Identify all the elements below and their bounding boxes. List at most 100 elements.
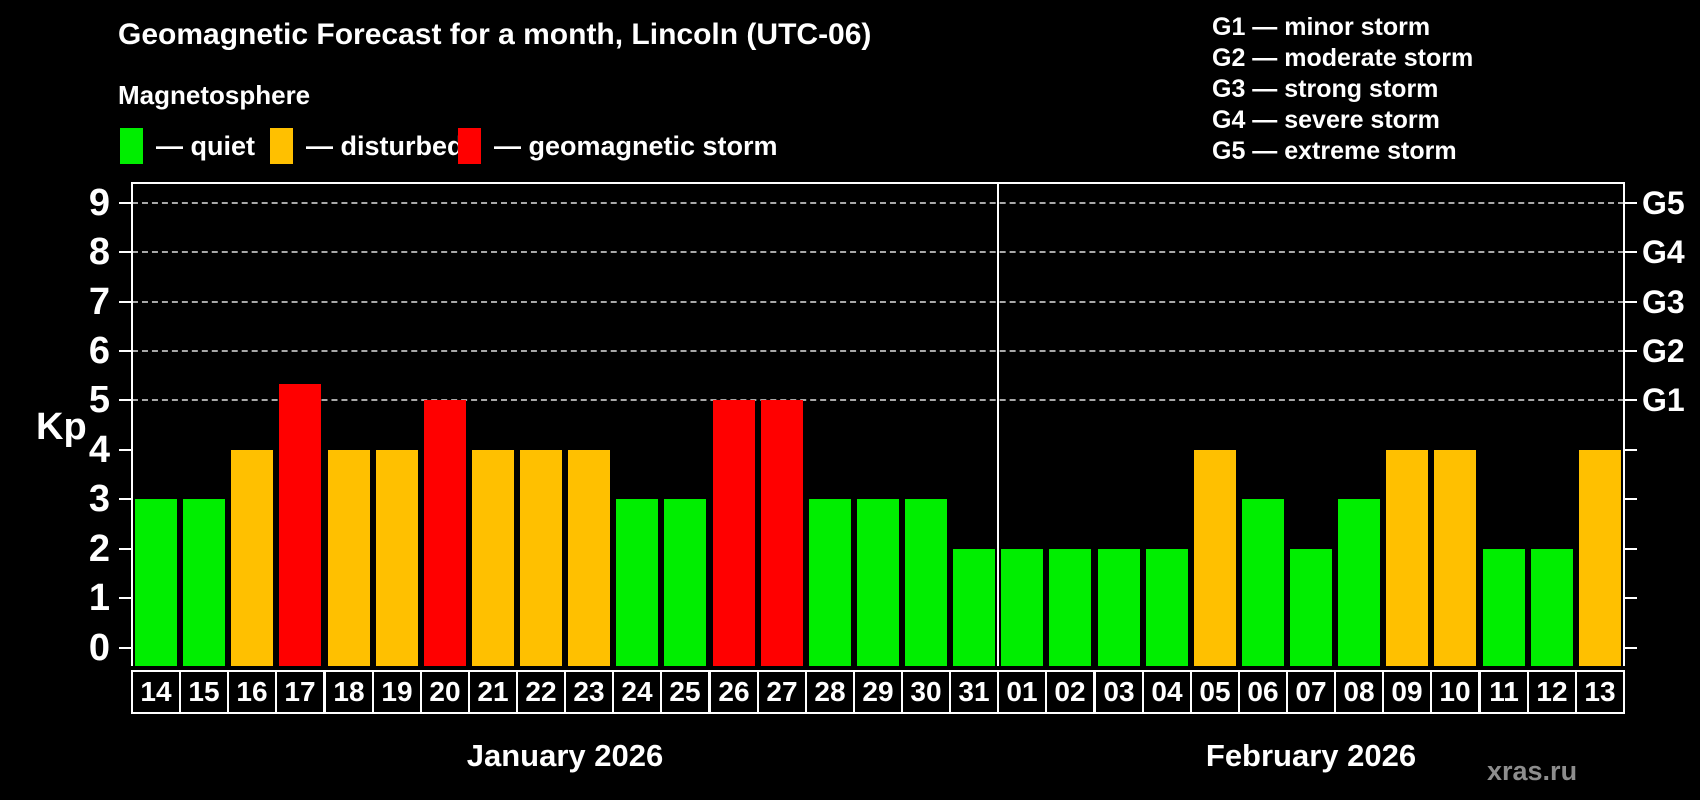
- kp-bar: [472, 450, 514, 666]
- y-tick-label: 4: [88, 429, 110, 471]
- day-label: 02: [1045, 670, 1095, 714]
- right-axis-tick: [1625, 498, 1637, 500]
- day-label: 12: [1527, 670, 1577, 714]
- kp-bar: [1049, 549, 1091, 666]
- day-label: 01: [997, 670, 1047, 714]
- right-axis-tick: [1625, 301, 1637, 303]
- quiet-color-swatch: [120, 128, 143, 164]
- day-label: 13: [1575, 670, 1625, 714]
- right-axis-tick: [1625, 399, 1637, 401]
- kp-bar: [1242, 499, 1284, 666]
- kp-bar: [424, 400, 466, 666]
- month-label: January 2026: [466, 738, 664, 773]
- kp-bar: [328, 450, 370, 666]
- disturbed-color-swatch: [270, 128, 293, 164]
- day-label: 11: [1479, 670, 1529, 714]
- g-scale-label: G3: [1642, 284, 1685, 320]
- storm-scale-legend: G1 — minor storm G2 — moderate storm G3 — …: [1212, 12, 1473, 167]
- right-axis-tick: [1625, 449, 1637, 451]
- kp-bar: [231, 450, 273, 666]
- legend-item-disturbed: — disturbed: [270, 128, 464, 164]
- month-separator-line: [997, 183, 999, 666]
- y-axis-tick: [119, 202, 131, 204]
- y-axis-tick: [119, 251, 131, 253]
- day-label: 05: [1190, 670, 1240, 714]
- kp-gridline: [132, 251, 1624, 253]
- y-axis-tick: [119, 597, 131, 599]
- kp-bar: [1338, 499, 1380, 666]
- kp-bar: [135, 499, 177, 666]
- day-label: 26: [709, 670, 759, 714]
- kp-bar: [520, 450, 562, 666]
- kp-bar: [1146, 549, 1188, 666]
- day-label: 09: [1382, 670, 1432, 714]
- right-axis-tick: [1625, 597, 1637, 599]
- day-label: 25: [660, 670, 710, 714]
- day-label: 23: [564, 670, 614, 714]
- kp-bar: [857, 499, 899, 666]
- day-label: 16: [227, 670, 277, 714]
- day-label: 07: [1286, 670, 1336, 714]
- kp-gridline: [132, 202, 1624, 204]
- y-axis-tick: [119, 449, 131, 451]
- legend-item-quiet: — quiet: [120, 128, 255, 164]
- y-tick-label: 1: [88, 577, 110, 619]
- storm-scale-legend-line: G1 — minor storm: [1212, 13, 1431, 41]
- storm-color-swatch: [458, 128, 481, 164]
- storm-scale-legend-line: G2 — moderate storm: [1212, 44, 1474, 72]
- g-scale-label: G4: [1642, 234, 1685, 270]
- kp-bar: [809, 499, 851, 666]
- kp-bar: [1386, 450, 1428, 666]
- kp-bar: [616, 499, 658, 666]
- y-tick-label: 2: [88, 528, 110, 570]
- y-axis-tick: [119, 301, 131, 303]
- kp-bar: [568, 450, 610, 666]
- day-label: 22: [516, 670, 566, 714]
- kp-bar: [1579, 450, 1621, 666]
- kp-bar: [713, 400, 755, 666]
- kp-bar: [1098, 549, 1140, 666]
- y-tick-label: 9: [88, 182, 110, 224]
- y-axis-tick: [119, 350, 131, 352]
- kp-bar: [1483, 549, 1525, 666]
- kp-bar: [183, 499, 225, 666]
- legend-label: — geomagnetic storm: [494, 130, 778, 161]
- y-tick-label: 5: [88, 379, 110, 421]
- left-axis-line: [131, 183, 133, 666]
- y-axis-tick: [119, 498, 131, 500]
- legend-item-storm: — geomagnetic storm: [458, 128, 778, 164]
- kp-bar: [279, 384, 321, 666]
- y-axis-tick: [119, 548, 131, 550]
- y-tick-label: 0: [88, 627, 110, 669]
- kp-bar: [1531, 549, 1573, 666]
- storm-scale-legend-line: G5 — extreme storm: [1212, 137, 1457, 165]
- day-label: 18: [324, 670, 374, 714]
- y-axis-tick: [119, 647, 131, 649]
- kp-gridline: [132, 399, 1624, 401]
- y-tick-label: 6: [88, 330, 110, 372]
- y-axis-tick: [119, 399, 131, 401]
- day-label: 10: [1430, 670, 1480, 714]
- kp-gridline: [132, 350, 1624, 352]
- kp-bar: [1194, 450, 1236, 666]
- y-axis-title: Kp: [36, 406, 87, 448]
- legend-label: — quiet: [156, 130, 255, 161]
- plot-top-border: [131, 182, 1625, 184]
- g-scale-label: G1: [1642, 382, 1685, 418]
- day-label: 15: [179, 670, 229, 714]
- day-label: 21: [468, 670, 518, 714]
- day-label: 27: [757, 670, 807, 714]
- g-scale-label: G5: [1642, 185, 1685, 221]
- kp-bar: [1001, 549, 1043, 666]
- kp-bar: [761, 400, 803, 666]
- y-tick-label: 3: [88, 478, 110, 520]
- g-scale-label: G2: [1642, 333, 1685, 369]
- y-tick-label: 8: [88, 231, 110, 273]
- page-title: Geomagnetic Forecast for a month, Lincol…: [118, 18, 872, 51]
- right-axis-tick: [1625, 647, 1637, 649]
- day-label: 31: [949, 670, 999, 714]
- day-label: 30: [901, 670, 951, 714]
- right-axis-line: [1623, 183, 1625, 666]
- watermark: xras.ru: [1487, 756, 1578, 786]
